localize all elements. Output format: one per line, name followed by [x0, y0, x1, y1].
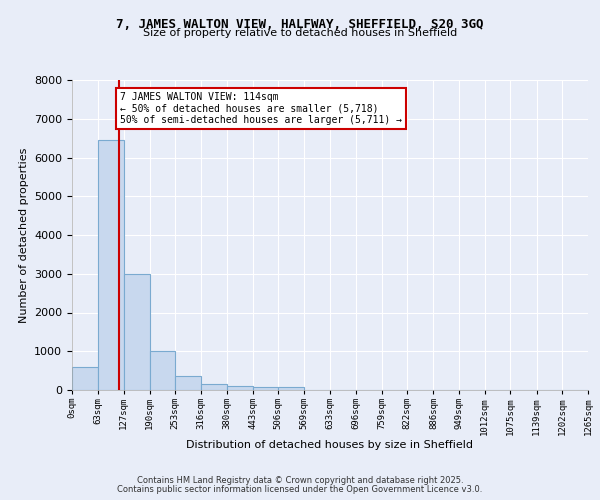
Text: 7, JAMES WALTON VIEW, HALFWAY, SHEFFIELD, S20 3GQ: 7, JAMES WALTON VIEW, HALFWAY, SHEFFIELD…	[116, 18, 484, 30]
Text: Contains HM Land Registry data © Crown copyright and database right 2025.: Contains HM Land Registry data © Crown c…	[137, 476, 463, 485]
Bar	[149, 351, 175, 390]
X-axis label: Distribution of detached houses by size in Sheffield: Distribution of detached houses by size …	[187, 440, 473, 450]
Bar	[98, 140, 124, 390]
Text: Contains public sector information licensed under the Open Government Licence v3: Contains public sector information licen…	[118, 485, 482, 494]
Bar	[124, 274, 149, 390]
Bar	[72, 367, 98, 390]
Text: 7 JAMES WALTON VIEW: 114sqm
← 50% of detached houses are smaller (5,718)
50% of : 7 JAMES WALTON VIEW: 114sqm ← 50% of det…	[120, 92, 402, 125]
Text: Size of property relative to detached houses in Sheffield: Size of property relative to detached ho…	[143, 28, 457, 38]
Bar	[253, 387, 278, 390]
Bar	[175, 376, 201, 390]
Bar	[201, 384, 227, 390]
Bar	[227, 386, 253, 390]
Bar	[278, 387, 304, 390]
Y-axis label: Number of detached properties: Number of detached properties	[19, 148, 29, 322]
